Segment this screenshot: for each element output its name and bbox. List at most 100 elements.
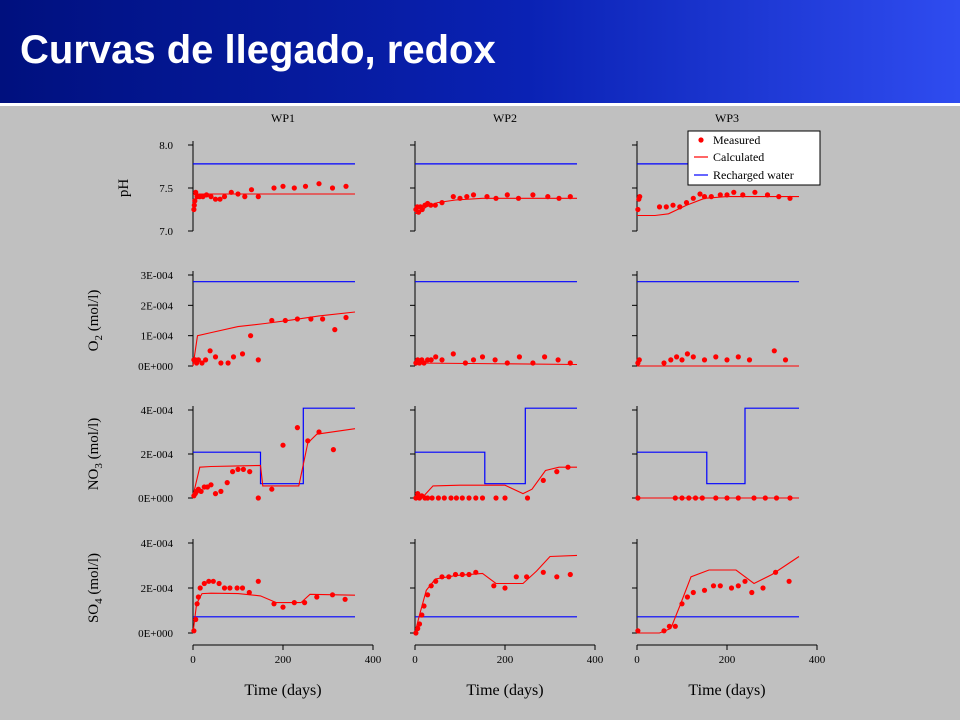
y-tick-label: 2E-004 [141,583,174,595]
measured-point [428,202,434,208]
y-tick-label: 2E-004 [141,300,174,312]
measured-point [439,357,445,363]
measured-point [248,333,254,339]
panel-wp1-row-2: 0E+000 2E-004 4E-004 [138,405,356,505]
ylabel-text: pH [116,179,132,198]
measured-point [690,354,696,360]
legend-measured-marker [698,137,704,143]
panel-wp2-row-0 [410,141,577,232]
measured-point [787,195,793,201]
measured-point [195,357,201,363]
ylabel-subscript: 2 [93,335,105,341]
measured-point [459,495,465,501]
calculated-line [192,428,356,496]
chart-legend: Measured Calculated Recharged water [687,130,821,186]
measured-point [735,354,741,360]
ylabel-subscript: 3 [93,463,105,469]
measured-point [419,612,425,618]
measured-point [466,495,472,501]
measured-point [724,495,730,501]
measured-point [230,354,237,360]
panel-wp3-row-0 [632,141,799,232]
measured-point [782,357,789,363]
measured-point [224,480,230,486]
ylabel-text: SO [86,604,102,623]
measured-point [413,630,419,636]
legend-calculated-label: Calculated [713,150,764,164]
measured-point [735,495,741,501]
panel-wp3-row-3 [632,539,800,634]
measured-point [332,327,338,333]
measured-point [760,585,766,591]
legend-box [687,130,821,186]
measured-point [428,357,434,363]
measured-point [554,574,560,580]
measured-point [524,495,531,501]
measured-point [636,357,642,363]
measured-point [735,583,741,589]
measured-point [302,600,308,606]
x-tick-label: 400 [587,654,604,666]
measured-point [749,589,755,596]
panel-wp1-row-0: 7.0 7.5 8.0 [159,140,355,238]
measured-point [416,209,422,215]
legend-recharged-label: Recharged water [713,168,794,182]
y-tick-label: 7.0 [159,226,173,238]
measured-point [787,495,793,501]
x-tick-label: 200 [275,654,292,666]
measured-point [448,495,454,501]
y-tick-label: 0E+000 [138,628,173,640]
measured-point [752,189,758,195]
measured-point [450,351,456,357]
measured-point [513,574,519,580]
y-tick-label: 8.0 [159,140,173,152]
x-axis-title: Time (days) [466,682,543,699]
measured-point [294,425,300,431]
measured-point [635,628,641,634]
measured-point [701,587,708,593]
measured-point [692,495,699,501]
calculated-line [414,362,578,366]
measured-point [728,585,735,591]
measured-point [661,360,667,366]
measured-point [473,569,479,575]
measured-point [280,604,286,610]
measured-point [740,192,746,198]
measured-point [545,194,551,200]
measured-point [191,202,197,208]
measured-point [635,495,641,501]
y-tick-label: 2E-004 [141,449,174,461]
x-tick-label: 400 [365,654,382,666]
measured-point [294,316,300,322]
measured-point [502,495,508,501]
measured-point [684,594,691,600]
measured-point [343,183,349,189]
measured-point [433,354,439,360]
ylabel-subscript: 4 [93,598,105,604]
measured-point [191,206,197,213]
x-axis-wp1: 0 200 400 Time (days) [190,644,382,699]
measured-point [697,191,703,197]
ylabel-text: O [86,340,102,351]
row-0-ylabel: pH [116,179,132,198]
measured-point [247,469,253,475]
measured-point [194,601,200,607]
calculated-line [192,193,355,196]
measured-point [421,360,427,366]
column-title-wp1: WP1 [271,111,295,125]
measured-point [255,495,261,501]
measured-point [195,594,201,600]
y-tick-label: 0E+000 [138,493,173,505]
measured-point [713,354,719,360]
measured-point [677,204,683,210]
measured-point [565,464,571,470]
y-tick-label: 3E-004 [141,270,174,282]
measured-point [212,196,219,202]
measured-point [742,578,748,584]
row-2-ylabel: NO3 (mol/l) [86,418,105,491]
panel-wp3-row-2 [632,406,799,501]
measured-point [540,569,546,575]
measured-point [683,200,690,206]
measured-point [210,578,216,584]
